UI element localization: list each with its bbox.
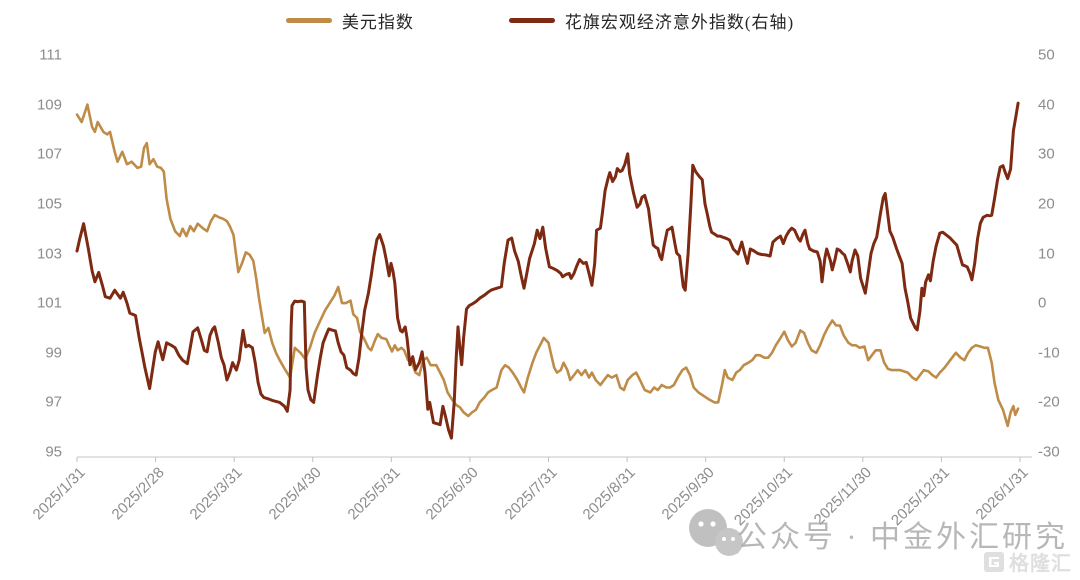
right-y-axis-label: 20 xyxy=(1038,195,1055,213)
right-y-axis-label: -10 xyxy=(1038,344,1060,362)
left-y-axis-label: 101 xyxy=(36,294,62,312)
left-y-axis-label: 109 xyxy=(36,96,62,114)
legend-label-dollar-index: 美元指数 xyxy=(341,13,414,32)
chart-legend: 美元指数 花旗宏观经济意外指数(右轴) xyxy=(0,8,1080,33)
legend-item-citi-surprise: 花旗宏观经济意外指数(右轴) xyxy=(508,8,795,33)
left-y-axis-label: 111 xyxy=(39,46,62,64)
gelonghui-logo-text: 格隆汇 xyxy=(1009,553,1072,575)
right-y-axis-label: 40 xyxy=(1038,96,1055,114)
right-y-axis-label: -20 xyxy=(1038,393,1060,411)
left-y-axis-label: 105 xyxy=(36,195,62,213)
legend-swatch-maroon xyxy=(508,18,555,23)
wechat-icon xyxy=(689,509,743,556)
series-line-dollar-index xyxy=(75,103,1020,428)
left-y-axis-label: 97 xyxy=(45,393,62,411)
right-y-axis-label: 30 xyxy=(1038,145,1055,163)
right-y-axis-label: 50 xyxy=(1038,46,1055,64)
left-y-axis-label: 103 xyxy=(36,245,62,262)
left-y-axis-label: 107 xyxy=(36,145,62,163)
right-y-axis-label: 0 xyxy=(1038,294,1047,312)
right-y-axis-label: 10 xyxy=(1038,245,1055,262)
right-y-axis-label: -30 xyxy=(1038,443,1060,461)
series-line-citi-surprise xyxy=(75,101,1020,440)
legend-swatch-gold xyxy=(285,18,332,23)
watermark-text: 公众号 · 中金外汇研究 xyxy=(737,521,1068,554)
left-y-axis-label: 99 xyxy=(45,344,62,362)
gelonghui-g-icon xyxy=(984,551,1004,572)
gelonghui-logo: 格隆汇 xyxy=(983,547,1072,576)
left-y-axis-label: 95 xyxy=(45,443,62,461)
legend-label-citi-surprise: 花旗宏观经济意外指数(右轴) xyxy=(564,13,795,32)
legend-item-dollar-index: 美元指数 xyxy=(285,8,414,33)
